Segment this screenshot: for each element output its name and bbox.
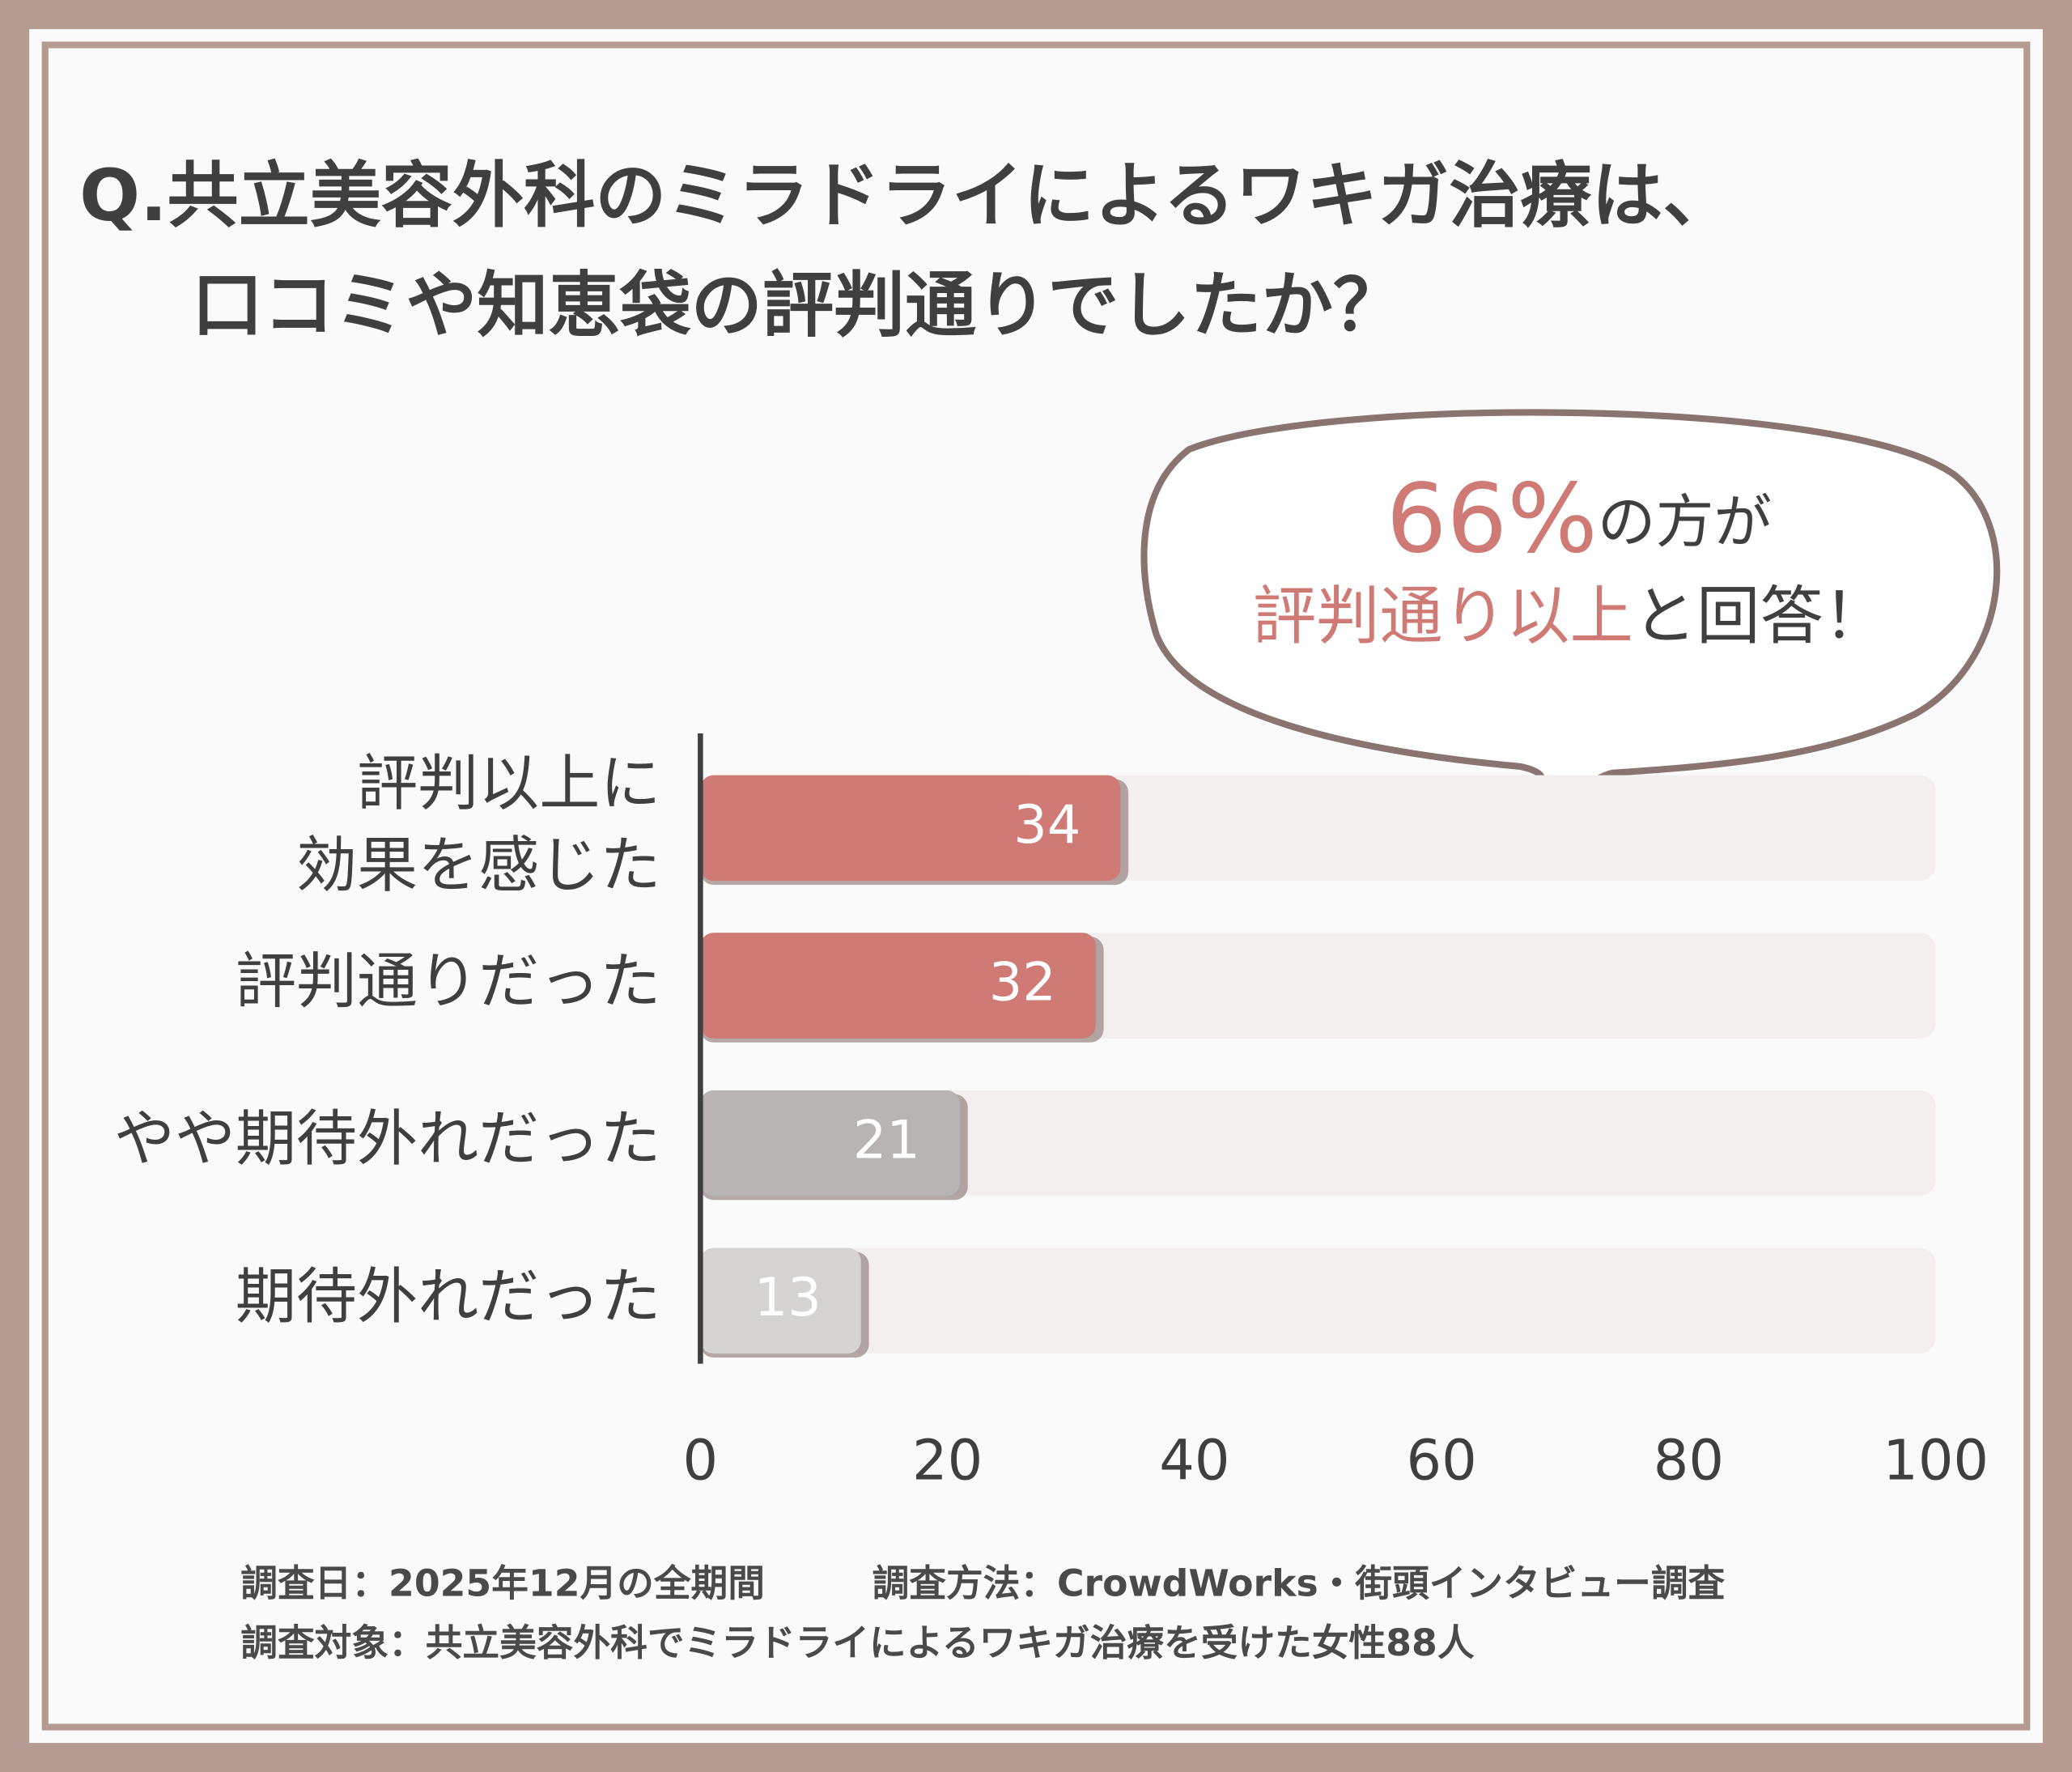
callout-text: と回答！ — [1633, 580, 1887, 654]
callout-highlight: 66% — [1386, 464, 1598, 575]
label-line: 効果を感じた — [296, 829, 660, 900]
bar — [700, 775, 1121, 882]
title-line: 口コミや知恵袋の評判通りでしたか？ — [192, 264, 1404, 347]
bar-value-label: 34 — [1013, 794, 1081, 856]
label-line: 評判以上に — [357, 747, 660, 818]
callout: 66%の方が 評判通り以上と回答！ — [1140, 409, 2001, 868]
inner-border — [41, 41, 2031, 1731]
title-line: Q.共立美容外科のミラドライによるワキガ治療は、 — [79, 154, 1734, 237]
y-tick-label: やや期待外れだった — [114, 1103, 661, 1175]
bar-value-label: 32 — [989, 952, 1056, 1013]
callout-text: の方が — [1598, 487, 1772, 555]
callout-line: 評判通り以上と回答！ — [1253, 580, 1887, 654]
footnote: 調査方法：CrowdWorks・街頭インタビュー調査 — [873, 1562, 1726, 1604]
bar-value-label: 21 — [853, 1109, 920, 1171]
bar — [700, 933, 1096, 1039]
x-tick-label: 20 — [912, 1429, 983, 1494]
callout-bubble — [1140, 409, 2001, 803]
bar-track — [700, 1247, 1936, 1354]
x-tick-label: 0 — [683, 1429, 719, 1494]
bar-track — [700, 1090, 1936, 1196]
bar — [700, 1090, 960, 1196]
x-tick-label: 80 — [1654, 1429, 1724, 1494]
x-tick-label: 60 — [1407, 1429, 1477, 1494]
y-tick-label: 評判通りだった — [236, 945, 661, 1017]
y-tick-label: 評判以上に効果を感じた — [296, 747, 660, 900]
x-tick-label: 100 — [1883, 1429, 1989, 1494]
callout-highlight: 評判通り以上 — [1253, 580, 1633, 654]
panel — [29, 28, 2043, 1744]
bar-value-label: 13 — [754, 1267, 822, 1328]
y-tick-label: 期待外れだった — [236, 1260, 661, 1332]
x-tick-label: 40 — [1159, 1429, 1229, 1494]
bar — [700, 1247, 861, 1354]
footnote: 調査対象：共立美容外科でミラドライによるワキガ治療を受けた女性88人 — [240, 1621, 1475, 1664]
callout-line: 66%の方が — [1386, 464, 1773, 575]
footnote: 調査日：2025年12月の全期間 — [240, 1562, 765, 1604]
plot: 0 20 40 60 80 100 評判以上に効果を感じた 34 評判通りだった 32 やや期待外れ… — [114, 733, 1989, 1494]
